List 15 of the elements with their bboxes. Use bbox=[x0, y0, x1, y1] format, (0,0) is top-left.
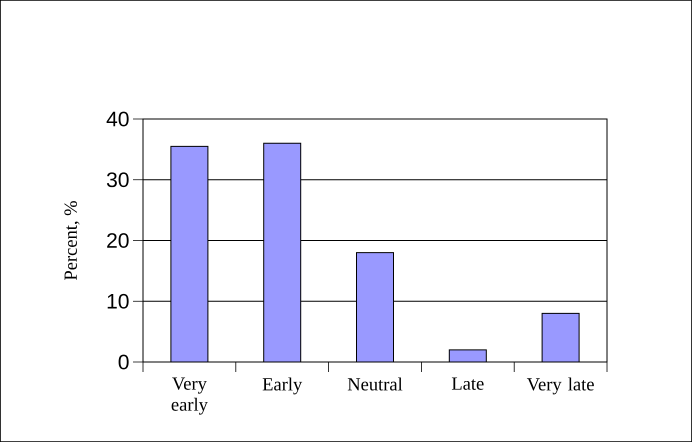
y-tick-label: 20 bbox=[107, 233, 129, 248]
bar bbox=[263, 142, 302, 362]
bar bbox=[356, 252, 394, 362]
bar bbox=[542, 312, 580, 362]
y-tick-label: 10 bbox=[108, 294, 129, 309]
x-tick-label: Early bbox=[262, 378, 302, 394]
x-tick-label: Neutral bbox=[348, 378, 402, 391]
x-tick-label: Late bbox=[452, 378, 484, 390]
bar bbox=[170, 146, 208, 362]
y-tick-label: 0 bbox=[118, 354, 129, 370]
y-tick-label: 30 bbox=[106, 172, 129, 188]
x-tick-label: Very early bbox=[172, 378, 208, 415]
y-tick-label: 40 bbox=[106, 112, 129, 126]
y-axis-title: Percent, % bbox=[64, 201, 80, 280]
x-tick-label: Very late bbox=[526, 378, 594, 394]
